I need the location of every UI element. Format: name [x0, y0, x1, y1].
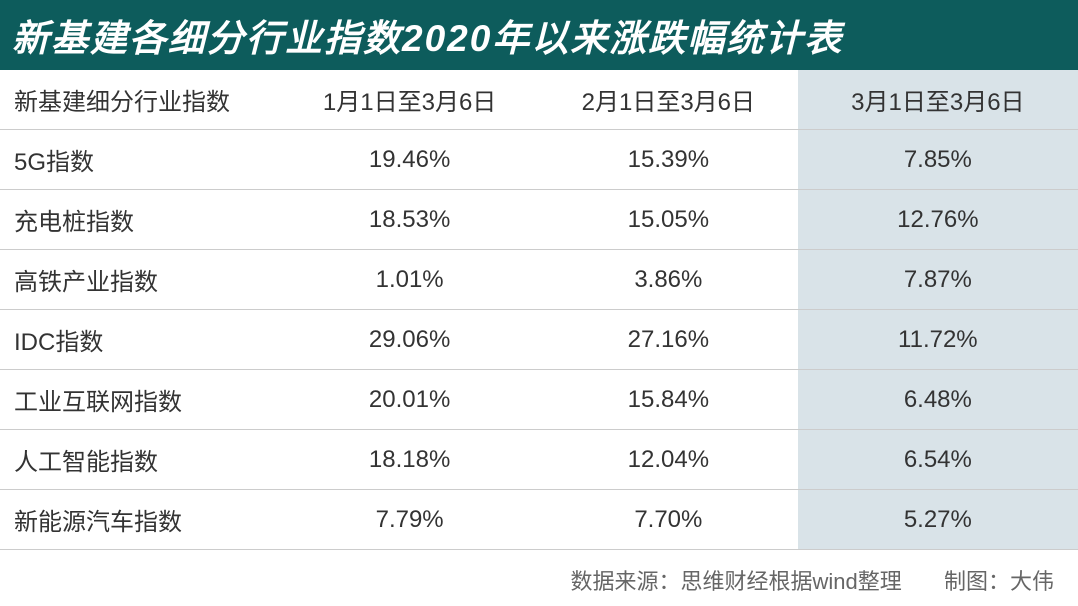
cell: 29.06%: [280, 310, 539, 370]
cell: 12.04%: [539, 430, 798, 490]
credit: 制图：大伟: [944, 569, 1054, 594]
row-label: 人工智能指数: [0, 430, 280, 490]
cell: 6.54%: [798, 430, 1078, 490]
cell: 7.70%: [539, 490, 798, 550]
footer-note: 数据来源：思维财经根据wind整理 制图：大伟: [0, 550, 1078, 606]
table-row: 高铁产业指数 1.01% 3.86% 7.87%: [0, 250, 1078, 310]
row-label: 新能源汽车指数: [0, 490, 280, 550]
cell: 11.72%: [798, 310, 1078, 370]
table-row: 5G指数 19.46% 15.39% 7.85%: [0, 130, 1078, 190]
cell: 19.46%: [280, 130, 539, 190]
column-header: 1月1日至3月6日: [280, 70, 539, 130]
row-label: 充电桩指数: [0, 190, 280, 250]
data-source: 数据来源：思维财经根据wind整理: [570, 569, 901, 594]
data-table: 新基建细分行业指数 1月1日至3月6日 2月1日至3月6日 3月1日至3月6日 …: [0, 70, 1078, 550]
cell: 5.27%: [798, 490, 1078, 550]
table-title: 新基建各细分行业指数2020年以来涨跌幅统计表: [0, 0, 1078, 70]
column-header: 3月1日至3月6日: [798, 70, 1078, 130]
table-row: IDC指数 29.06% 27.16% 11.72%: [0, 310, 1078, 370]
cell: 7.79%: [280, 490, 539, 550]
table-row: 新能源汽车指数 7.79% 7.70% 5.27%: [0, 490, 1078, 550]
cell: 15.84%: [539, 370, 798, 430]
cell: 18.53%: [280, 190, 539, 250]
cell: 7.85%: [798, 130, 1078, 190]
table-row: 人工智能指数 18.18% 12.04% 6.54%: [0, 430, 1078, 490]
table-header-row: 新基建细分行业指数 1月1日至3月6日 2月1日至3月6日 3月1日至3月6日: [0, 70, 1078, 130]
cell: 7.87%: [798, 250, 1078, 310]
cell: 6.48%: [798, 370, 1078, 430]
cell: 12.76%: [798, 190, 1078, 250]
table-row: 充电桩指数 18.53% 15.05% 12.76%: [0, 190, 1078, 250]
cell: 15.05%: [539, 190, 798, 250]
table-row: 工业互联网指数 20.01% 15.84% 6.48%: [0, 370, 1078, 430]
cell: 20.01%: [280, 370, 539, 430]
column-header: 2月1日至3月6日: [539, 70, 798, 130]
cell: 3.86%: [539, 250, 798, 310]
row-label: 高铁产业指数: [0, 250, 280, 310]
column-header: 新基建细分行业指数: [0, 70, 280, 130]
row-label: 5G指数: [0, 130, 280, 190]
row-label: 工业互联网指数: [0, 370, 280, 430]
cell: 1.01%: [280, 250, 539, 310]
cell: 27.16%: [539, 310, 798, 370]
cell: 15.39%: [539, 130, 798, 190]
cell: 18.18%: [280, 430, 539, 490]
row-label: IDC指数: [0, 310, 280, 370]
